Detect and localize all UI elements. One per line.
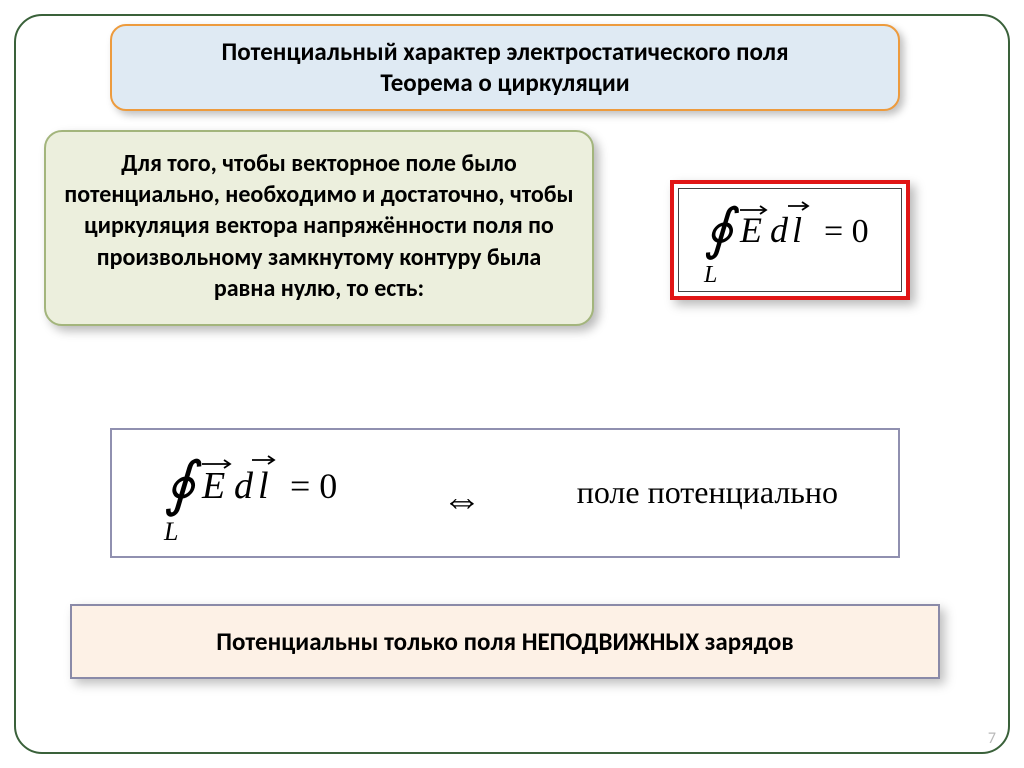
condition-box: Для того, чтобы векторное поле было поте… xyxy=(44,130,594,326)
closed-integral-equation-icon-2: ∮ L E d l = 0 xyxy=(124,432,384,558)
svg-text:L: L xyxy=(703,262,717,288)
svg-text:= 0: = 0 xyxy=(824,213,869,250)
page-number: 7 xyxy=(988,729,996,748)
title-line1: Потенциальный характер электростатическо… xyxy=(221,36,788,67)
equivalence-box: ∮ L E d l = 0 ⇔ поле потенциально xyxy=(110,428,900,558)
bottom-statement-text: Потенциальны только поля НЕПОДВИЖНЫХ зар… xyxy=(216,626,794,657)
svg-text:E: E xyxy=(201,465,225,507)
title-line2: Теорема о циркуляции xyxy=(380,67,629,98)
svg-text:∮: ∮ xyxy=(164,451,202,517)
closed-integral-equation-icon: ∮ L E d l = 0 xyxy=(674,184,906,296)
svg-text:E: E xyxy=(739,210,762,250)
svg-text:l: l xyxy=(792,210,802,250)
svg-text:= 0: = 0 xyxy=(290,466,337,506)
svg-text:l: l xyxy=(258,465,269,507)
svg-text:∮: ∮ xyxy=(704,199,740,261)
svg-text:L: L xyxy=(163,517,178,546)
svg-text:d: d xyxy=(234,465,254,507)
bottom-statement-box: Потенциальны только поля НЕПОДВИЖНЫХ зар… xyxy=(70,604,940,679)
equation-box-main: ∮ L E d l = 0 xyxy=(670,180,910,300)
condition-text: Для того, чтобы векторное поле было поте… xyxy=(64,149,573,303)
title-box: Потенциальный характер электростатическо… xyxy=(110,24,900,111)
iff-arrow-icon: ⇔ xyxy=(442,476,482,523)
field-potential-text: поле потенциально xyxy=(577,474,838,511)
svg-text:d: d xyxy=(770,210,789,250)
